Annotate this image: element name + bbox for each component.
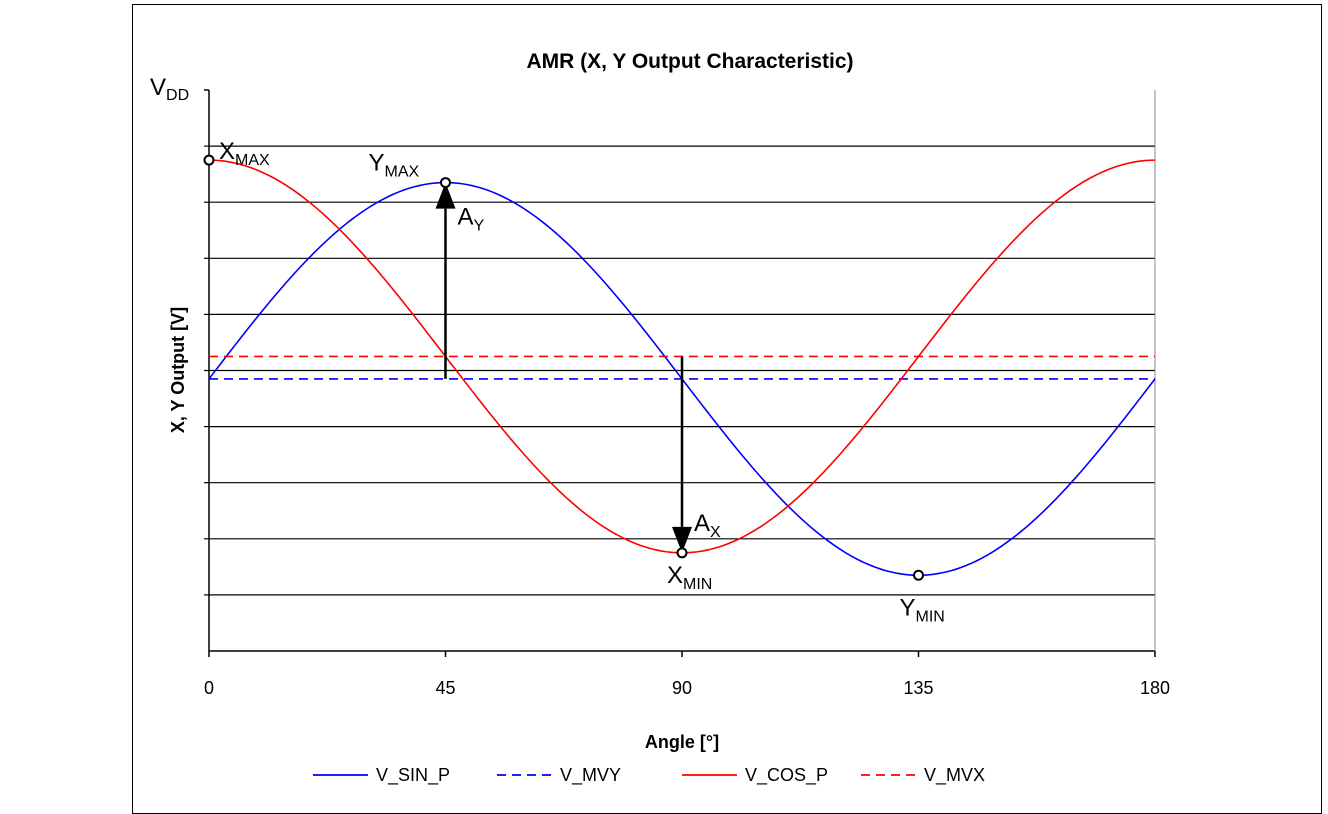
marker-x-max — [203, 154, 215, 166]
marker-y-min — [913, 569, 924, 581]
x-axis-title: Angle [°] — [645, 732, 719, 752]
legend-label-v-sin-p: V_SIN_P — [376, 765, 450, 786]
legend-label-v-cos-p: V_COS_P — [745, 765, 828, 786]
arrow-head-ax — [672, 526, 692, 553]
label-y-min: YMIN — [900, 594, 945, 625]
x-tick-label: 0 — [204, 678, 214, 698]
y-axis-title: X, Y Output [V] — [168, 307, 188, 433]
arrows-group: AY AX — [435, 182, 721, 553]
x-tick-label: 45 — [435, 678, 455, 698]
x-ticks: 0 45 90 135 180 — [204, 651, 1170, 698]
legend-label-v-mvy: V_MVY — [560, 765, 621, 786]
label-x-min: XMIN — [667, 562, 712, 593]
chart-title: AMR (X, Y Output Characteristic) — [526, 50, 853, 73]
x-tick-label: 90 — [672, 678, 692, 698]
marker-x-min — [676, 547, 688, 559]
arrow-label-ay: AY — [458, 204, 485, 235]
label-y-max: YMAX — [369, 150, 420, 181]
arrow-label-ax: AX — [694, 510, 721, 541]
legend: V_SIN_P V_MVY V_COS_P V_MVX — [313, 765, 985, 786]
x-tick-label: 180 — [1140, 678, 1170, 698]
label-x-max: XMAX — [219, 138, 270, 169]
arrow-head-ay — [435, 182, 456, 209]
x-tick-label: 135 — [903, 678, 933, 698]
annotations-group: XMAX YMAX XMIN YMIN — [203, 138, 945, 625]
marker-y-max — [440, 177, 451, 189]
y-top-label: VDD — [150, 74, 189, 104]
chart-frame — [132, 4, 1322, 814]
legend-label-v-mvx: V_MVX — [924, 765, 985, 786]
